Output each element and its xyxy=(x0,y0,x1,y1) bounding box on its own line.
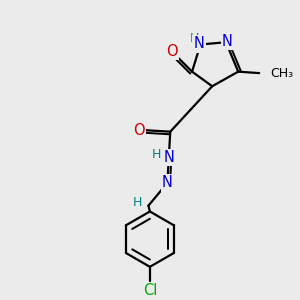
Text: H: H xyxy=(189,32,199,45)
Text: N: N xyxy=(162,176,173,190)
Text: N: N xyxy=(222,34,233,49)
Text: N: N xyxy=(164,150,174,165)
Text: CH₃: CH₃ xyxy=(270,67,293,80)
Text: H: H xyxy=(133,196,142,209)
Text: O: O xyxy=(133,123,145,138)
Text: Cl: Cl xyxy=(143,283,157,298)
Text: O: O xyxy=(166,44,178,59)
Text: N: N xyxy=(194,36,204,51)
Text: H: H xyxy=(152,148,161,161)
